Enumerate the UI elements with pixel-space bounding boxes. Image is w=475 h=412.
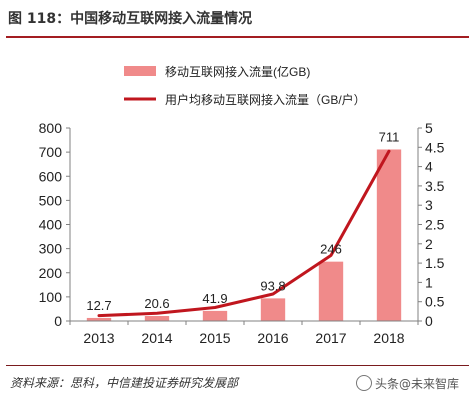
x-tick-label: 2015 xyxy=(199,330,230,346)
y-right-tick-label: 1 xyxy=(425,274,433,290)
y-left-tick-label: 100 xyxy=(39,289,63,305)
title-rule xyxy=(6,36,469,38)
y-right-tick-label: 3.5 xyxy=(425,178,445,194)
source-note: 资料来源：思科，中信建投证券研究发展部 xyxy=(10,376,239,390)
legend-bar-swatch xyxy=(124,66,156,76)
bar xyxy=(318,261,344,321)
legend: 移动互联网接入流量(亿GB) 用户均移动互联网接入流量（GB/户） xyxy=(124,64,366,107)
y-right-tick-label: 0 xyxy=(425,313,433,329)
y-right-tick-label: 2.5 xyxy=(425,217,445,233)
y-left-tick-label: 300 xyxy=(39,241,63,257)
plot-area: 0 100 200 300 400 500 600 700 800 0 0.5 1 1.5 2 2.5 3 3.… xyxy=(39,120,445,346)
y-right-tick-label: 5 xyxy=(425,120,433,136)
watermark: 头条@未来智库 xyxy=(356,375,459,392)
x-tick-label: 2014 xyxy=(141,330,172,346)
y-right-tick-label: 4.5 xyxy=(425,139,445,155)
legend-line-label: 用户均移动互联网接入流量（GB/户） xyxy=(165,92,366,107)
x-tick-label: 2013 xyxy=(83,330,114,346)
y-right-tick-label: 1.5 xyxy=(425,255,445,271)
line-series xyxy=(97,149,391,318)
y-left-tick-label: 600 xyxy=(39,168,63,184)
y-left-tick-label: 800 xyxy=(39,120,63,136)
y-left-tick-label: 500 xyxy=(39,192,63,208)
bar xyxy=(202,310,228,321)
y-right-tick-label: 0.5 xyxy=(425,294,445,310)
chart: 移动互联网接入流量(亿GB) 用户均移动互联网接入流量（GB/户） 010020… xyxy=(39,64,445,346)
y-right-tick-label: 3 xyxy=(425,197,433,213)
x-tick-label: 2017 xyxy=(315,330,346,346)
y-right-tick-label: 2 xyxy=(425,236,433,252)
bar-data-label: 246 xyxy=(320,242,342,257)
bar-data-label: 93.8 xyxy=(260,278,285,293)
y-right-tick-label: 4 xyxy=(425,159,433,175)
x-tick-label: 2018 xyxy=(373,330,404,346)
watermark-text: 头条@未来智库 xyxy=(375,377,460,391)
bar xyxy=(376,149,402,321)
bar xyxy=(86,317,112,321)
y-left-tick-label: 400 xyxy=(39,217,63,233)
bar-data-label: 20.6 xyxy=(144,296,169,311)
bar xyxy=(260,298,286,321)
y-left-tick-label: 700 xyxy=(39,144,63,160)
y-left-tick-label: 200 xyxy=(39,265,63,281)
bar-data-label: 12.7 xyxy=(86,298,111,313)
bar-data-label: 711 xyxy=(379,129,400,144)
bar xyxy=(144,316,170,321)
bottom-rule xyxy=(6,365,469,366)
bar-data-label: 41.9 xyxy=(202,291,227,306)
figure-title: 图 118：中国移动互联网接入流量情况 xyxy=(8,11,253,27)
y-left-tick-label: 0 xyxy=(54,313,62,329)
legend-bar-label: 移动互联网接入流量(亿GB) xyxy=(165,64,310,79)
x-tick-label: 2016 xyxy=(257,330,288,346)
watermark-logo-icon xyxy=(356,375,372,391)
